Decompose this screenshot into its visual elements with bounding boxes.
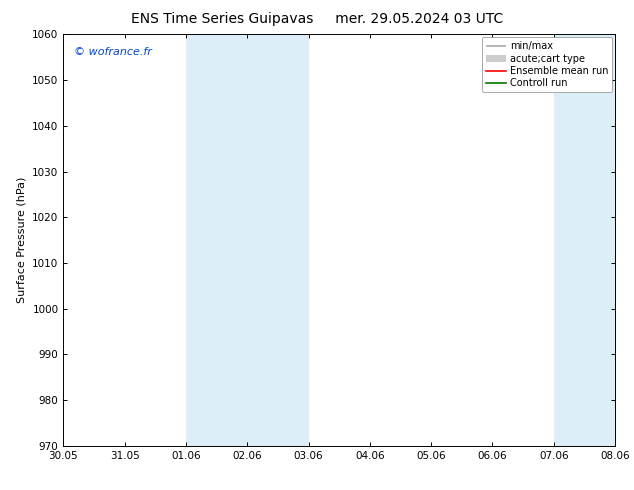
Bar bbox=[186, 34, 309, 446]
Text: © wofrance.fr: © wofrance.fr bbox=[74, 47, 152, 57]
Text: ENS Time Series Guipavas     mer. 29.05.2024 03 UTC: ENS Time Series Guipavas mer. 29.05.2024… bbox=[131, 12, 503, 26]
Legend: min/max, acute;cart type, Ensemble mean run, Controll run: min/max, acute;cart type, Ensemble mean … bbox=[482, 37, 612, 92]
Y-axis label: Surface Pressure (hPa): Surface Pressure (hPa) bbox=[16, 177, 27, 303]
Bar bbox=[553, 34, 615, 446]
